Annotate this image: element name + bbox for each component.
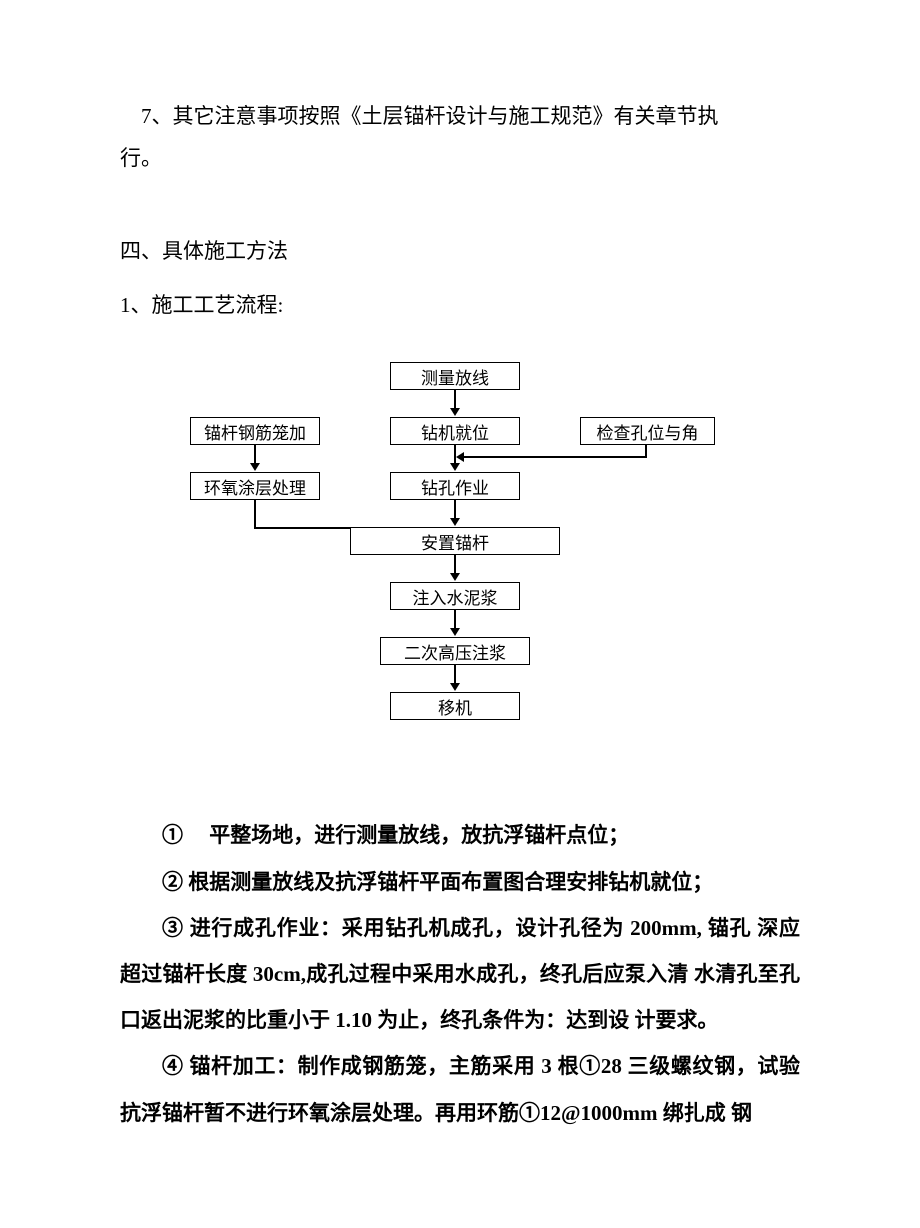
- step-2: ② 根据测量放线及抗浮锚杆平面布置图合理安排钻机就位；: [120, 859, 800, 905]
- section-4-heading: 四、具体施工方法: [120, 235, 800, 269]
- flow-node-place-anchor: 安置锚杆: [350, 527, 560, 555]
- flow-node-drill-position: 钻机就位: [390, 417, 520, 445]
- flow-node-check-hole: 检查孔位与角: [580, 417, 715, 445]
- flowchart: 测量放线 锚杆钢筋笼加 钻机就位 检查孔位与角 环氧涂层处理 钻孔作业 安置锚杆…: [120, 362, 800, 782]
- steps-body: ① 平整场地，进行测量放线，放抗浮锚杆点位； ② 根据测量放线及抗浮锚杆平面布置…: [120, 812, 800, 1135]
- process-heading: 1、施工工艺流程:: [120, 289, 800, 323]
- flow-node-drilling: 钻孔作业: [390, 472, 520, 500]
- step-3: ③ 进行成孔作业：采用钻孔机成孔，设计孔径为 200mm, 锚孔 深应超过锚杆长…: [120, 905, 800, 1044]
- flow-node-rebar-cage: 锚杆钢筋笼加: [190, 417, 320, 445]
- intro-line-1: 7、其它注意事项按照《土层锚杆设计与施工规范》有关章节执: [120, 100, 800, 134]
- flow-node-measure: 测量放线: [390, 362, 520, 390]
- flow-node-grout: 注入水泥浆: [390, 582, 520, 610]
- step-4: ④ 锚杆加工：制作成钢筋笼，主筋采用 3 根①28 三级螺纹钢，试验抗浮锚杆暂不…: [120, 1043, 800, 1135]
- step-1: ① 平整场地，进行测量放线，放抗浮锚杆点位；: [120, 812, 800, 858]
- intro-line-2: 行。: [120, 142, 800, 176]
- document-page: 7、其它注意事项按照《土层锚杆设计与施工规范》有关章节执 行。 四、具体施工方法…: [0, 0, 920, 1196]
- flow-node-secondary-grout: 二次高压注浆: [380, 637, 530, 665]
- flow-node-epoxy: 环氧涂层处理: [190, 472, 320, 500]
- flow-node-move: 移机: [390, 692, 520, 720]
